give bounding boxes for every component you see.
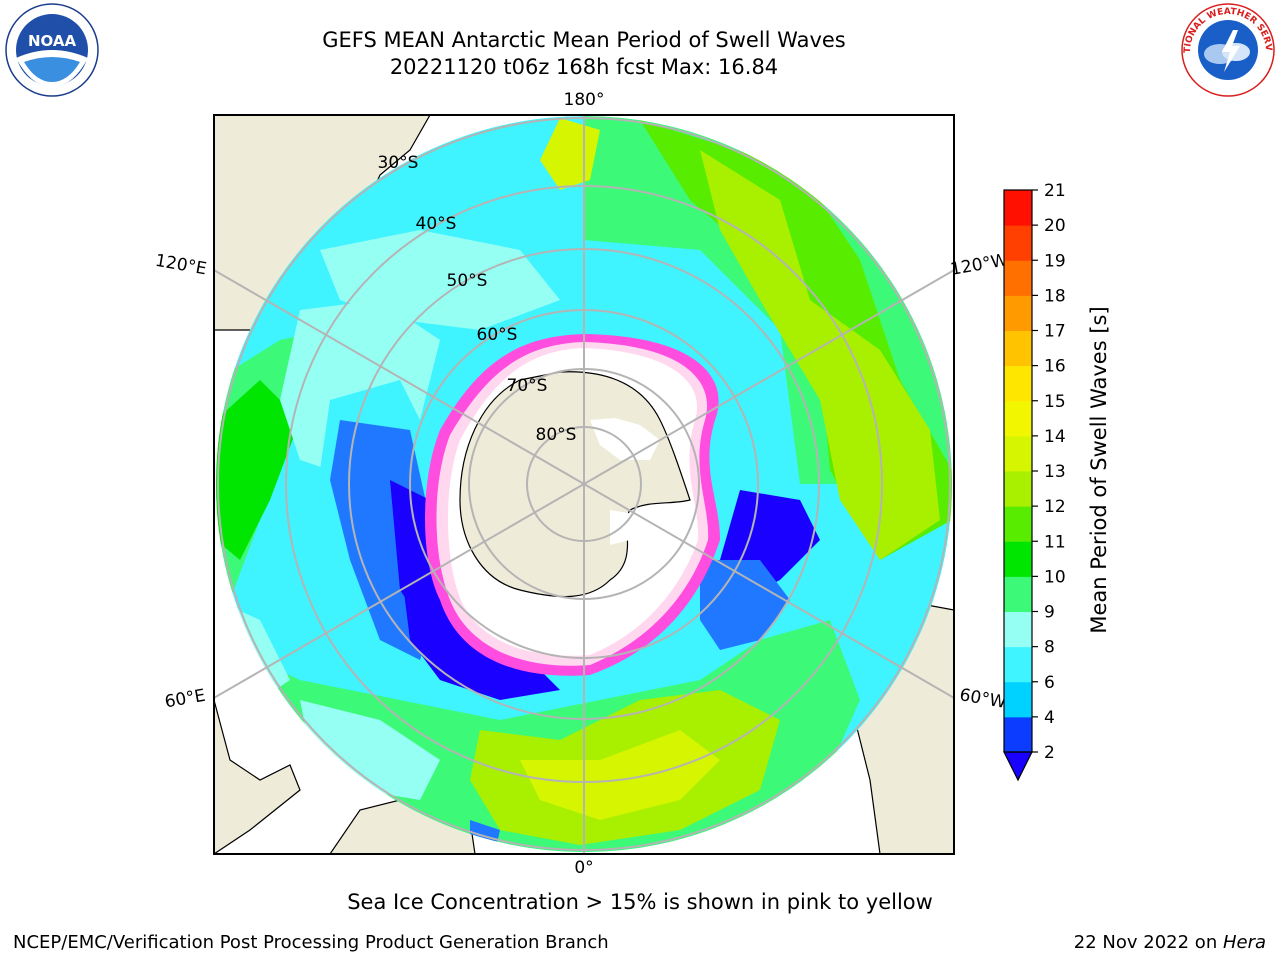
lat-label-60s: 60°S <box>477 325 518 345</box>
lat-label-70s: 70°S <box>507 376 548 396</box>
lon-label-60e: 60°E <box>163 686 207 713</box>
lon-label-60w: 60°W <box>958 685 1008 713</box>
footer-date: 22 Nov 2022 on <box>1073 932 1223 953</box>
map-frame-content <box>214 115 954 854</box>
footer-left: NCEP/EMC/Verification Post Processing Pr… <box>13 932 609 953</box>
meridian-120e <box>214 268 585 485</box>
colorbar-tick-label: 16 <box>1044 357 1066 377</box>
colorbar-tick-label: 6 <box>1044 673 1055 693</box>
colorbar-tick-label: 13 <box>1044 462 1066 482</box>
meridian-60e <box>214 483 585 700</box>
lat-label-50s: 50°S <box>447 271 488 291</box>
nws-logo: NATIONAL WEATHER SERVICE <box>1178 2 1275 97</box>
footer-right: 22 Nov 2022 on Hera <box>1074 932 1266 953</box>
lon-label-120e: 120°E <box>154 251 208 280</box>
lat-label-40s: 40°S <box>416 214 457 234</box>
colorbar-tick-label: 19 <box>1044 251 1066 271</box>
colorbar-tick-label: 15 <box>1044 392 1066 412</box>
colorbar-segment <box>1004 681 1032 718</box>
colorbar-segment <box>1004 646 1032 683</box>
graticule <box>214 115 954 854</box>
title-line-2: 20221120 t06z 168h fcst Max: 16.84 <box>389 55 779 79</box>
lon-label-180: 180° <box>564 90 605 110</box>
weddell-ice-shelf <box>610 510 640 545</box>
colorbar-segment <box>1004 576 1032 612</box>
madagascar-landmass <box>214 699 301 854</box>
noaa-logo-text: NOAA <box>28 32 77 50</box>
colorbar-segment <box>1004 435 1032 472</box>
colorbar-segment <box>1004 365 1032 402</box>
colorbar-tick-label: 11 <box>1044 532 1066 552</box>
colorbar-tick-label: 12 <box>1044 497 1066 517</box>
meridian-60w <box>583 483 954 700</box>
colorbar-tick-label: 2 <box>1044 743 1055 763</box>
footer-host: Hera <box>1222 932 1266 953</box>
sea-ice-caption: Sea Ice Concentration > 15% is shown in … <box>347 890 933 914</box>
title-line-1: GEFS MEAN Antarctic Mean Period of Swell… <box>322 28 846 52</box>
colorbar-segment <box>1004 330 1032 367</box>
colorbar-tick-label: 17 <box>1044 322 1066 342</box>
colorbar-under-arrow <box>1003 751 1033 782</box>
colorbar-segment <box>1004 260 1032 296</box>
lat-label-30s: 30°S <box>378 153 419 173</box>
colorbar-segment <box>1004 400 1032 437</box>
colorbar-segment <box>1004 295 1032 331</box>
colorbar-tick-label: 4 <box>1044 708 1055 728</box>
colorbar-segment <box>1004 611 1032 648</box>
colorbar-segment <box>1004 471 1032 507</box>
colorbar-label: Mean Period of Swell Waves [s] <box>1087 306 1111 633</box>
noaa-logo: NOAA <box>5 3 99 97</box>
lat-label-80s: 80°S <box>536 425 577 445</box>
colorbar-tick-label: 8 <box>1044 638 1055 658</box>
colorbar-tick-label: 20 <box>1044 216 1066 236</box>
colorbar-tick-label: 14 <box>1044 427 1066 447</box>
colorbar-tick-label: 10 <box>1044 567 1066 587</box>
lon-label-120w: 120°W <box>949 250 1010 280</box>
colorbar-segment <box>1004 225 1032 261</box>
colorbar-tick-label: 9 <box>1044 603 1055 623</box>
meridian-120w <box>583 268 954 485</box>
lon-label-0: 0° <box>574 858 593 878</box>
colorbar-segment <box>1004 506 1032 542</box>
colorbar-segment <box>1004 190 1032 226</box>
colorbar-tick-label: 18 <box>1044 286 1066 306</box>
colorbar: 2 4 6 8 9 10 11 12 13 14 15 16 17 18 19 20 21 <box>1003 181 1066 782</box>
colorbar-tick-label: 21 <box>1044 181 1066 201</box>
colorbar-segment <box>1004 541 1032 577</box>
colorbar-segment <box>1004 716 1032 753</box>
map-frame <box>213 114 955 855</box>
